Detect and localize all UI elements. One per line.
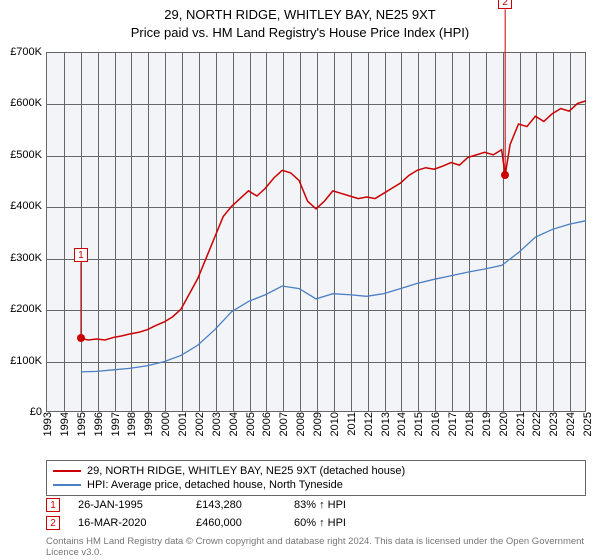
series-line (81, 221, 586, 372)
x-axis-label: 2000 (156, 412, 172, 436)
annotation-price: £460,000 (196, 517, 276, 529)
x-axis-label: 1994 (55, 412, 71, 436)
price-marker-dot (501, 171, 509, 179)
y-axis-label: £200K (10, 303, 46, 315)
y-axis-label: £700K (10, 46, 46, 58)
annotation-pct: 60% ↑ HPI (294, 517, 394, 529)
price-marker-box: 2 (498, 0, 512, 9)
x-axis-label: 2004 (224, 412, 240, 436)
x-axis-label: 2020 (494, 412, 510, 436)
x-axis-label: 2001 (173, 412, 189, 436)
chart-plot-area: £0£100K£200K£300K£400K£500K£600K£700K199… (46, 52, 586, 412)
annotation-number-box: 2 (46, 516, 60, 530)
x-axis-label: 1996 (89, 412, 105, 436)
x-axis-label: 1993 (38, 412, 54, 436)
annotation-table: 1 26-JAN-1995 £143,280 83% ↑ HPI 2 16-MAR-202… (46, 498, 586, 534)
x-axis-label: 2006 (257, 412, 273, 436)
y-axis-label: £500K (10, 149, 46, 161)
x-axis-label: 2014 (392, 412, 408, 436)
x-axis-label: 2021 (511, 412, 527, 436)
x-axis-label: 2005 (241, 412, 257, 436)
annotation-row: 1 26-JAN-1995 £143,280 83% ↑ HPI (46, 498, 586, 512)
annotation-pct: 83% ↑ HPI (294, 499, 394, 511)
legend-label: HPI: Average price, detached house, Nort… (87, 479, 343, 491)
x-axis-label: 2017 (443, 412, 459, 436)
x-axis-label: 2011 (342, 412, 358, 436)
x-axis-label: 1998 (122, 412, 138, 436)
annotation-date: 26-JAN-1995 (78, 499, 178, 511)
x-axis-label: 2008 (291, 412, 307, 436)
x-axis-label: 1997 (106, 412, 122, 436)
x-axis-label: 2012 (359, 412, 375, 436)
y-axis-label: £100K (10, 355, 46, 367)
x-axis-label: 2023 (544, 412, 560, 436)
x-axis-label: 2009 (308, 412, 324, 436)
x-axis-label: 2016 (426, 412, 442, 436)
x-axis-label: 2022 (527, 412, 543, 436)
legend-swatch (53, 484, 81, 486)
x-axis-label: 2018 (460, 412, 476, 436)
attribution-text: Contains HM Land Registry data © Crown c… (46, 537, 586, 559)
x-axis-label: 2002 (190, 412, 206, 436)
series-line (81, 101, 586, 340)
x-axis-label: 1995 (72, 412, 88, 436)
annotation-price: £143,280 (196, 499, 276, 511)
x-axis-label: 1999 (139, 412, 155, 436)
legend-row: HPI: Average price, detached house, Nort… (53, 478, 579, 492)
x-axis-label: 2015 (409, 412, 425, 436)
title-line-2: Price paid vs. HM Land Registry's House … (0, 24, 600, 42)
x-axis-label: 2010 (325, 412, 341, 436)
annotation-number-box: 1 (46, 498, 60, 512)
annotation-row: 2 16-MAR-2020 £460,000 60% ↑ HPI (46, 516, 586, 530)
price-marker-box: 1 (74, 248, 88, 262)
x-axis-label: 2025 (578, 412, 594, 436)
legend: 29, NORTH RIDGE, WHITLEY BAY, NE25 9XT (… (46, 460, 586, 496)
legend-label: 29, NORTH RIDGE, WHITLEY BAY, NE25 9XT (… (87, 465, 405, 477)
y-axis-label: £600K (10, 97, 46, 109)
x-axis-label: 2024 (561, 412, 577, 436)
legend-row: 29, NORTH RIDGE, WHITLEY BAY, NE25 9XT (… (53, 464, 579, 478)
y-axis-label: £400K (10, 200, 46, 212)
x-axis-label: 2019 (477, 412, 493, 436)
x-axis-label: 2003 (207, 412, 223, 436)
price-marker-dot (77, 334, 85, 342)
annotation-date: 16-MAR-2020 (78, 517, 178, 529)
y-axis-label: £300K (10, 252, 46, 264)
x-axis-label: 2013 (376, 412, 392, 436)
legend-swatch (53, 470, 81, 472)
x-axis-label: 2007 (274, 412, 290, 436)
chart-lines-svg (46, 52, 586, 412)
